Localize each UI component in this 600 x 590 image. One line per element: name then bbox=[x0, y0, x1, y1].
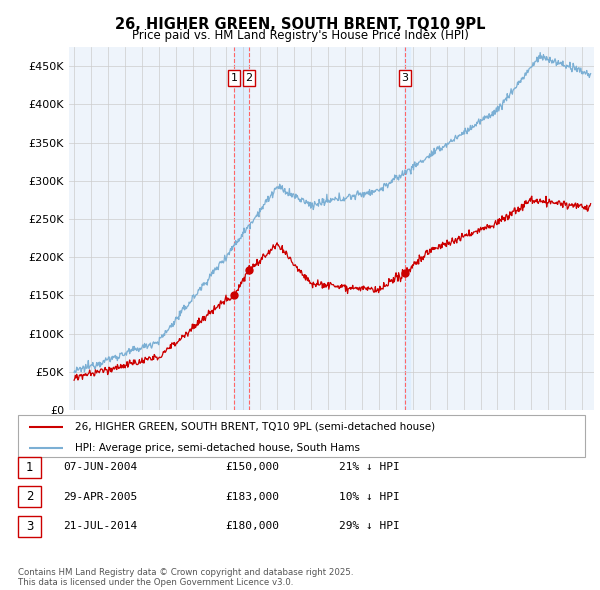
Text: 3: 3 bbox=[401, 73, 409, 83]
Text: 26, HIGHER GREEN, SOUTH BRENT, TQ10 9PL (semi-detached house): 26, HIGHER GREEN, SOUTH BRENT, TQ10 9PL … bbox=[75, 422, 435, 432]
Text: 29-APR-2005: 29-APR-2005 bbox=[63, 492, 137, 502]
Text: £150,000: £150,000 bbox=[225, 463, 279, 472]
Text: 1: 1 bbox=[26, 461, 33, 474]
Text: HPI: Average price, semi-detached house, South Hams: HPI: Average price, semi-detached house,… bbox=[75, 443, 360, 453]
Text: 21% ↓ HPI: 21% ↓ HPI bbox=[339, 463, 400, 472]
Text: £180,000: £180,000 bbox=[225, 522, 279, 531]
Text: 2: 2 bbox=[26, 490, 33, 503]
Text: 3: 3 bbox=[26, 520, 33, 533]
FancyBboxPatch shape bbox=[18, 415, 585, 457]
Text: £183,000: £183,000 bbox=[225, 492, 279, 502]
Text: Price paid vs. HM Land Registry's House Price Index (HPI): Price paid vs. HM Land Registry's House … bbox=[131, 30, 469, 42]
Text: 2: 2 bbox=[245, 73, 253, 83]
Text: 21-JUL-2014: 21-JUL-2014 bbox=[63, 522, 137, 531]
Text: 07-JUN-2004: 07-JUN-2004 bbox=[63, 463, 137, 472]
Text: 26, HIGHER GREEN, SOUTH BRENT, TQ10 9PL: 26, HIGHER GREEN, SOUTH BRENT, TQ10 9PL bbox=[115, 17, 485, 31]
Text: 10% ↓ HPI: 10% ↓ HPI bbox=[339, 492, 400, 502]
Text: Contains HM Land Registry data © Crown copyright and database right 2025.
This d: Contains HM Land Registry data © Crown c… bbox=[18, 568, 353, 587]
Text: 1: 1 bbox=[230, 73, 238, 83]
Text: 29% ↓ HPI: 29% ↓ HPI bbox=[339, 522, 400, 531]
Bar bbox=[404, 47, 410, 410]
Bar bbox=[234, 47, 249, 410]
